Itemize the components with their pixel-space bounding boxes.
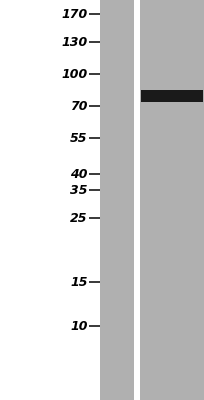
Text: 170: 170 [61,8,88,20]
Text: 35: 35 [70,184,88,196]
Bar [134,0,140,400]
Text: 15: 15 [70,276,88,288]
Text: 70: 70 [70,100,88,112]
Text: 25: 25 [70,212,88,224]
Text: 130: 130 [61,36,88,48]
Text: 55: 55 [70,132,88,144]
Text: 10: 10 [70,320,88,332]
Bar [141,90,203,102]
Text: 40: 40 [70,168,88,180]
Bar [140,0,204,400]
Text: 100: 100 [61,68,88,80]
Bar [100,0,134,400]
